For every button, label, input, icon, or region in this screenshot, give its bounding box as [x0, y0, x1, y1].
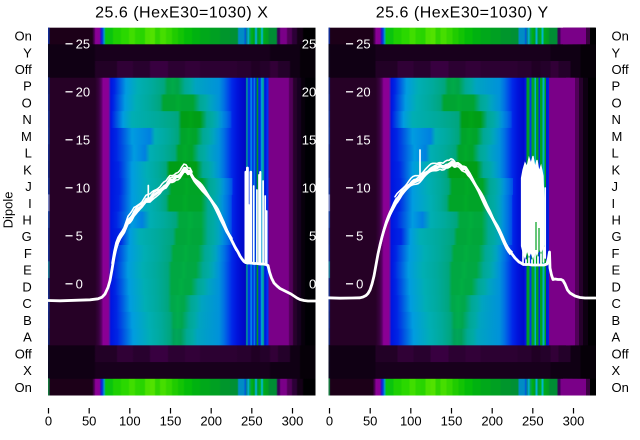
svg-text:200: 200 [200, 414, 222, 429]
svg-text:Off: Off [612, 346, 629, 361]
svg-text:50: 50 [363, 414, 377, 429]
svg-text:5: 5 [309, 228, 316, 243]
svg-text:O: O [612, 95, 622, 110]
svg-text:N: N [22, 112, 31, 127]
svg-text:250: 250 [241, 414, 263, 429]
svg-text:100: 100 [400, 414, 422, 429]
svg-text:A: A [23, 330, 32, 345]
svg-text:D: D [612, 279, 621, 294]
svg-text:L: L [25, 146, 32, 161]
svg-text:0: 0 [326, 414, 333, 429]
svg-text:On: On [612, 29, 629, 44]
svg-text:A: A [612, 330, 621, 345]
svg-text:Off: Off [15, 62, 32, 77]
svg-text:5: 5 [356, 228, 363, 243]
svg-text:15: 15 [302, 132, 316, 147]
svg-text:J: J [25, 179, 32, 194]
svg-text:H: H [612, 213, 621, 228]
svg-text:B: B [612, 313, 621, 328]
svg-text:15: 15 [356, 132, 370, 147]
svg-text:10: 10 [76, 180, 90, 195]
svg-text:X: X [23, 363, 32, 378]
svg-text:E: E [23, 263, 32, 278]
svg-text:B: B [23, 313, 32, 328]
svg-text:10: 10 [302, 180, 316, 195]
svg-text:On: On [14, 380, 31, 395]
svg-text:15: 15 [76, 132, 90, 147]
svg-text:0: 0 [356, 276, 363, 291]
svg-text:0: 0 [45, 414, 52, 429]
svg-text:250: 250 [522, 414, 544, 429]
svg-text:25.6 (HexE30=1030) X: 25.6 (HexE30=1030) X [95, 5, 268, 22]
svg-text:10: 10 [356, 180, 370, 195]
svg-text:I: I [612, 196, 616, 211]
svg-text:F: F [612, 246, 620, 261]
svg-text:G: G [612, 229, 622, 244]
svg-text:J: J [612, 179, 619, 194]
svg-text:K: K [612, 162, 621, 177]
svg-text:25: 25 [76, 36, 90, 51]
svg-text:200: 200 [481, 414, 503, 429]
svg-text:Y: Y [23, 45, 32, 60]
svg-text:20: 20 [356, 84, 370, 99]
svg-text:F: F [24, 246, 32, 261]
svg-text:C: C [612, 296, 621, 311]
svg-text:Dipole: Dipole [1, 192, 16, 229]
svg-text:20: 20 [302, 84, 316, 99]
svg-text:H: H [22, 213, 31, 228]
svg-text:Off: Off [612, 62, 629, 77]
svg-text:M: M [21, 129, 32, 144]
svg-text:O: O [22, 95, 32, 110]
svg-text:M: M [612, 129, 623, 144]
svg-text:X: X [612, 363, 621, 378]
svg-text:I: I [28, 196, 32, 211]
svg-text:50: 50 [82, 414, 96, 429]
svg-text:K: K [23, 162, 32, 177]
svg-text:150: 150 [160, 414, 182, 429]
svg-text:N: N [612, 112, 621, 127]
svg-text:G: G [22, 229, 32, 244]
svg-text:On: On [14, 29, 31, 44]
svg-text:C: C [22, 296, 31, 311]
svg-text:5: 5 [76, 228, 83, 243]
svg-text:300: 300 [282, 414, 304, 429]
svg-text:25.6 (HexE30=1030) Y: 25.6 (HexE30=1030) Y [376, 5, 549, 22]
svg-text:L: L [612, 146, 619, 161]
svg-text:100: 100 [119, 414, 141, 429]
svg-text:P: P [23, 79, 32, 94]
svg-text:150: 150 [441, 414, 463, 429]
svg-text:25: 25 [302, 36, 316, 51]
svg-text:Y: Y [612, 45, 621, 60]
svg-text:Off: Off [15, 346, 32, 361]
svg-text:0: 0 [76, 276, 83, 291]
svg-text:D: D [22, 279, 31, 294]
svg-text:0: 0 [309, 276, 316, 291]
svg-text:E: E [612, 263, 621, 278]
svg-text:300: 300 [563, 414, 585, 429]
svg-text:On: On [612, 380, 629, 395]
svg-text:20: 20 [76, 84, 90, 99]
svg-text:P: P [612, 79, 621, 94]
svg-text:25: 25 [356, 36, 370, 51]
